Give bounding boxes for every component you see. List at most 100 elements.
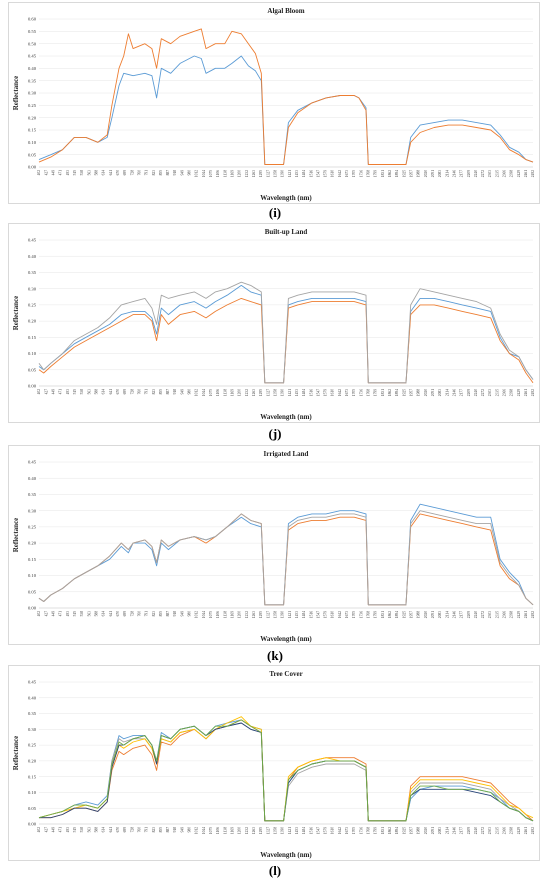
x-tick-label: 1516 — [309, 827, 313, 834]
x-tick-label: 1169 — [231, 827, 235, 834]
x-tick-label: 1106 — [216, 170, 220, 177]
x-tick-label: 493 — [66, 389, 70, 395]
x-tick-label: 1862 — [388, 170, 392, 177]
x-tick-label: 471 — [59, 389, 63, 395]
x-tick-label: 1516 — [309, 389, 313, 396]
x-tick-label: 918 — [173, 170, 177, 176]
x-axis-title: Wavelength (nm) — [260, 851, 312, 859]
y-tick-label: 0.40 — [28, 66, 37, 71]
x-tick-label: 1327 — [266, 611, 270, 618]
x-tick-label: 449 — [52, 827, 56, 833]
x-tick-label: 427 — [44, 389, 48, 395]
x-tick-label: 2020 — [424, 827, 428, 834]
y-tick-label: 0.40 — [28, 254, 37, 259]
x-tick-label: 2020 — [424, 611, 428, 618]
x-tick-label: 471 — [59, 170, 63, 176]
x-tick-label: 2083 — [438, 170, 442, 177]
x-tick-label: 2240 — [474, 611, 478, 618]
x-tick-label: 1831 — [381, 170, 385, 177]
x-tick-label: 1862 — [388, 389, 392, 396]
x-tick-label: 887 — [166, 611, 170, 617]
x-tick-label: 449 — [52, 389, 56, 395]
x-tick-label: 2177 — [460, 611, 464, 618]
series-line-1 — [38, 55, 534, 165]
x-tick-label: 1705 — [352, 170, 356, 177]
x-tick-label: 2492 — [531, 389, 535, 396]
y-tick-label: 0.50 — [28, 41, 37, 46]
x-tick-label: 614 — [102, 827, 106, 833]
x-tick-label: 515 — [73, 170, 77, 176]
x-tick-label: 1673 — [345, 389, 349, 396]
x-tick-label: 641 — [109, 389, 113, 395]
y-tick-label: 0.15 — [28, 774, 37, 779]
x-tick-label: 918 — [173, 389, 177, 395]
x-tick-label: 1705 — [352, 389, 356, 396]
y-tick-label: 0.25 — [28, 524, 37, 529]
x-tick-label: 563 — [87, 170, 91, 176]
x-tick-label: 493 — [66, 611, 70, 617]
x-tick-label: 1862 — [388, 611, 392, 618]
x-tick-label: 2303 — [488, 611, 492, 618]
x-tick-label: 1453 — [295, 827, 299, 834]
x-tick-label: 2020 — [424, 389, 428, 396]
x-tick-label: 1358 — [273, 611, 277, 618]
x-tick-label: 1484 — [302, 611, 306, 618]
x-tick-label: 699 — [123, 170, 127, 176]
y-tick-label: 0.35 — [28, 270, 37, 275]
y-axis-title: Reflectance — [12, 518, 20, 553]
x-tick-label: 699 — [123, 827, 127, 833]
x-tick-label: 1988 — [417, 389, 421, 396]
y-tick-label: 0.25 — [28, 302, 37, 307]
x-tick-label: 1484 — [302, 827, 306, 834]
x-tick-label: 2272 — [481, 827, 485, 834]
x-tick-label: 1390 — [281, 827, 285, 834]
x-tick-label: 1263 — [252, 389, 256, 396]
series-line-3 — [38, 722, 534, 822]
x-tick-label: 449 — [52, 170, 56, 176]
x-tick-label: 1044 — [202, 389, 206, 396]
x-tick-label: 563 — [87, 389, 91, 395]
x-tick-label: 2303 — [488, 170, 492, 177]
x-tick-label: 1106 — [216, 389, 220, 396]
y-tick-label: 0.25 — [28, 743, 37, 748]
chart-container: Irrigated Land 0.00 0.05 0.10 0.15 0.20 0.25 0.… — [8, 445, 540, 645]
x-tick-label: 2429 — [517, 170, 521, 177]
x-tick-label: 427 — [44, 170, 48, 176]
x-tick-label: 2398 — [510, 827, 514, 834]
y-tick-label: 0.25 — [28, 103, 37, 108]
x-tick-label: 2114 — [445, 611, 449, 618]
x-tick-label: 855 — [159, 827, 163, 833]
panel-label: (k) — [267, 648, 283, 663]
x-tick-label: 2146 — [452, 170, 456, 177]
x-tick-label: 1453 — [295, 611, 299, 618]
y-tick-label: 0.35 — [28, 492, 37, 497]
y-tick-label: 0.05 — [28, 589, 37, 594]
x-tick-label: 1390 — [281, 611, 285, 618]
x-tick-label: 1736 — [359, 611, 363, 618]
x-tick-label: 515 — [73, 611, 77, 617]
panel-k: Irrigated Land 0.00 0.05 0.10 0.15 0.20 0.25 0.… — [0, 442, 550, 663]
x-tick-label: 1232 — [245, 170, 249, 177]
x-tick-label: 1295 — [259, 389, 263, 396]
panel-label: (j) — [268, 426, 282, 441]
x-tick-label: 670 — [116, 827, 120, 833]
y-tick-label: 0.45 — [28, 460, 37, 465]
x-tick-label: 2429 — [517, 611, 521, 618]
x-tick-label: 1421 — [288, 827, 292, 834]
x-tick-label: 1169 — [231, 611, 235, 618]
spectral-chart: Irrigated Land 0.00 0.05 0.10 0.15 0.20 0.25 0.… — [12, 450, 535, 643]
y-tick-label: 0.30 — [28, 91, 37, 96]
x-tick-label: 728 — [130, 389, 134, 395]
x-tick-label: 1075 — [209, 389, 213, 396]
x-tick-label: 538 — [80, 827, 84, 833]
x-tick-label: 588 — [94, 827, 98, 833]
spectral-chart: Built-up Land 0.00 0.05 0.10 0.15 0.20 0.25 0.3… — [12, 228, 535, 421]
y-tick-label: 0.20 — [28, 541, 37, 546]
x-tick-label: 2461 — [524, 611, 528, 618]
x-tick-label: 2492 — [531, 170, 535, 177]
x-tick-label: 1831 — [381, 389, 385, 396]
x-tick-label: 641 — [109, 611, 113, 617]
spectral-chart: Algal Bloom 0.00 0.05 0.10 0.15 0.20 0.25 0.30 0… — [12, 7, 535, 202]
x-tick-label: 1484 — [302, 389, 306, 396]
x-tick-label: 1232 — [245, 389, 249, 396]
